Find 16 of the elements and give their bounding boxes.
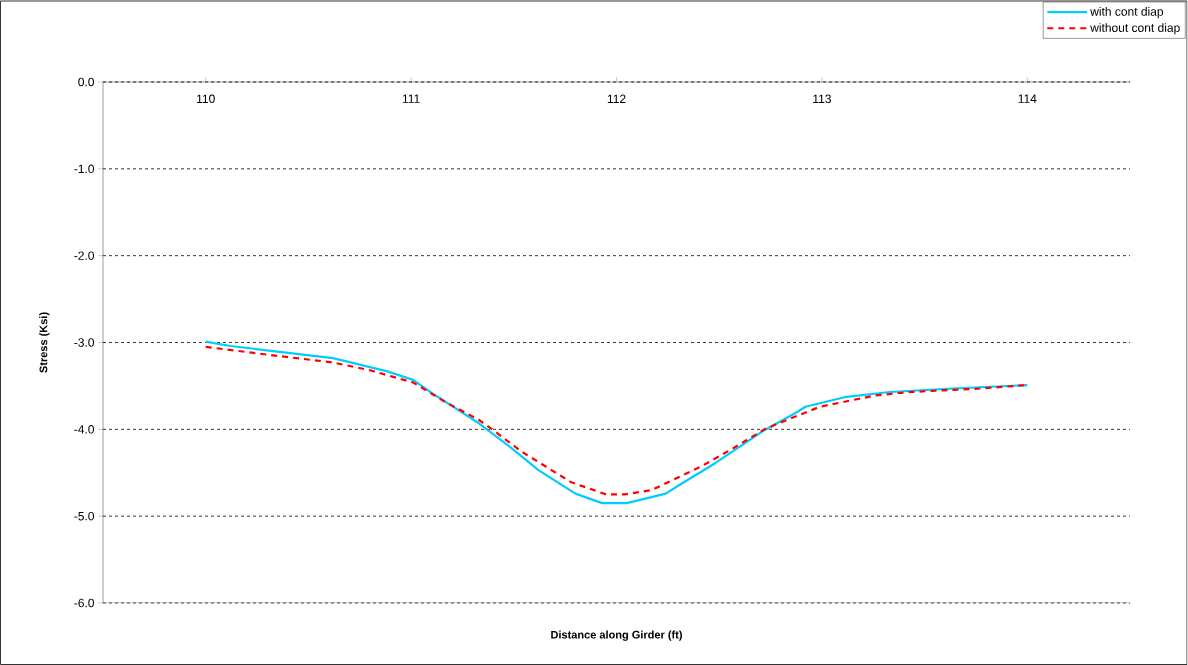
x-tick-label: 114 [1018, 94, 1037, 103]
x-tick-label: 112 [607, 94, 626, 103]
y-tick-label: 0.0 [78, 77, 95, 87]
x-tick-label: 110 [197, 94, 215, 104]
y-tick-label: -5.0 [74, 511, 95, 521]
y-tick-label: -1.0 [74, 164, 95, 174]
x-tick-label: 111 [402, 94, 420, 103]
y-tick-label: -6.0 [74, 598, 95, 608]
y-tick-label: -4.0 [74, 425, 95, 434]
x-tick-label: 113 [813, 94, 831, 104]
legend-label: without cont diap [1090, 23, 1180, 35]
legend-label: with cont diap [1090, 6, 1164, 19]
y-axis-title: Stress (Ksi) [39, 312, 50, 373]
y-tick-label: -3.0 [74, 338, 95, 347]
y-tick-label: -2.0 [74, 251, 95, 260]
x-axis-title: Distance along Girder (ft) [551, 630, 682, 641]
